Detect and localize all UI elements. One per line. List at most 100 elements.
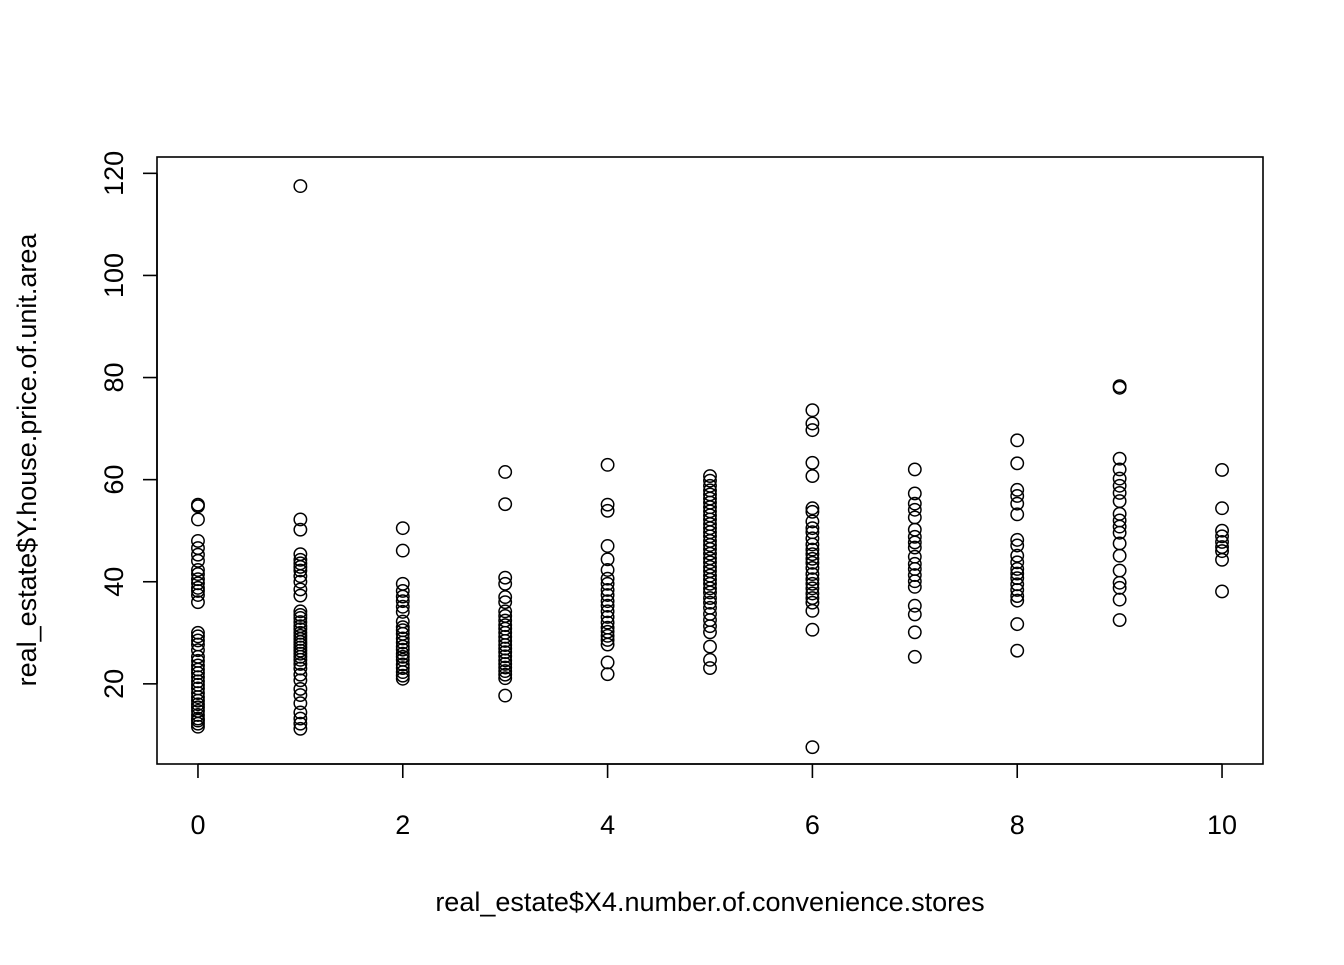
data-point xyxy=(293,705,308,720)
data-point xyxy=(293,611,308,625)
data-point xyxy=(805,547,820,562)
data-point xyxy=(293,652,308,667)
data-point xyxy=(1010,566,1025,581)
data-point xyxy=(600,667,615,682)
data-point xyxy=(191,553,205,568)
data-point xyxy=(600,628,615,643)
y-tick-label: 100 xyxy=(99,253,129,298)
data-point xyxy=(600,576,615,591)
data-point xyxy=(191,686,205,700)
data-point xyxy=(907,579,922,594)
data-point xyxy=(805,469,820,484)
x-axis-title: real_estate$X4.number.of.convenience.sto… xyxy=(435,887,984,917)
data-point xyxy=(191,690,205,705)
data-point xyxy=(703,576,717,591)
data-point xyxy=(395,583,410,598)
data-point xyxy=(293,682,308,696)
data-point xyxy=(293,615,308,630)
data-point xyxy=(191,633,205,648)
data-point xyxy=(703,555,717,570)
data-point xyxy=(1010,532,1025,547)
data-point xyxy=(805,416,820,431)
data-point xyxy=(907,529,922,544)
data-point xyxy=(600,598,615,613)
data-point xyxy=(805,542,820,557)
y-tick-label: 20 xyxy=(99,669,129,699)
data-point xyxy=(600,610,615,624)
data-point xyxy=(1215,501,1229,516)
data-point xyxy=(498,667,513,682)
data-point xyxy=(600,594,615,609)
data-point xyxy=(498,660,513,675)
data-point xyxy=(498,604,513,619)
data-point xyxy=(395,543,410,558)
data-point xyxy=(395,594,410,609)
data-point xyxy=(1112,462,1127,477)
data-point xyxy=(805,603,820,618)
data-point xyxy=(805,537,820,552)
data-point xyxy=(293,552,308,567)
data-point xyxy=(1010,593,1025,608)
data-point xyxy=(600,457,615,472)
data-point xyxy=(191,693,205,708)
data-point xyxy=(1112,380,1127,395)
data-point xyxy=(498,653,513,668)
data-point xyxy=(805,595,820,610)
data-point xyxy=(498,595,513,610)
data-point xyxy=(907,502,922,517)
data-point xyxy=(805,403,820,418)
data-point xyxy=(703,585,717,600)
data-point xyxy=(805,521,820,536)
data-point xyxy=(907,510,922,525)
data-point xyxy=(1215,534,1229,549)
data-point xyxy=(293,673,308,688)
data-point xyxy=(191,700,205,715)
data-point xyxy=(1010,507,1025,522)
data-point xyxy=(1010,496,1025,511)
y-tick-label: 60 xyxy=(99,465,129,495)
data-point xyxy=(395,589,410,604)
data-point xyxy=(1010,489,1025,503)
data-point xyxy=(907,535,922,550)
data-point xyxy=(1112,525,1127,540)
data-point xyxy=(703,581,717,596)
data-point xyxy=(703,546,717,561)
data-point xyxy=(805,567,820,582)
data-point xyxy=(600,582,615,597)
y-tick-label: 120 xyxy=(99,151,129,196)
data-point xyxy=(1010,538,1025,553)
data-point xyxy=(191,588,205,602)
data-point xyxy=(395,631,410,646)
data-point xyxy=(395,642,410,657)
data-point xyxy=(805,622,820,637)
x-tick-label: 2 xyxy=(395,810,410,840)
data-point xyxy=(1112,548,1127,563)
data-point xyxy=(191,547,205,562)
data-point xyxy=(498,465,513,479)
data-point xyxy=(907,649,922,664)
data-point xyxy=(498,664,513,679)
data-point xyxy=(1010,482,1025,497)
data-point xyxy=(907,462,922,477)
data-point xyxy=(805,501,820,516)
data-point xyxy=(805,561,820,575)
data-point xyxy=(191,643,205,658)
data-point xyxy=(191,567,205,582)
data-point xyxy=(395,604,410,619)
data-point xyxy=(293,582,308,597)
data-point xyxy=(191,563,205,577)
data-point xyxy=(395,635,410,650)
data-point xyxy=(600,588,615,602)
data-point xyxy=(600,497,615,512)
data-point xyxy=(1010,555,1025,570)
x-tick-label: 10 xyxy=(1207,810,1237,840)
data-point xyxy=(600,563,615,577)
data-point xyxy=(1010,562,1025,576)
data-point xyxy=(805,572,820,587)
data-point xyxy=(1215,462,1229,477)
data-point xyxy=(395,661,410,675)
data-point xyxy=(293,522,308,537)
data-point xyxy=(395,521,410,536)
data-point xyxy=(191,719,205,734)
data-point xyxy=(498,656,513,671)
